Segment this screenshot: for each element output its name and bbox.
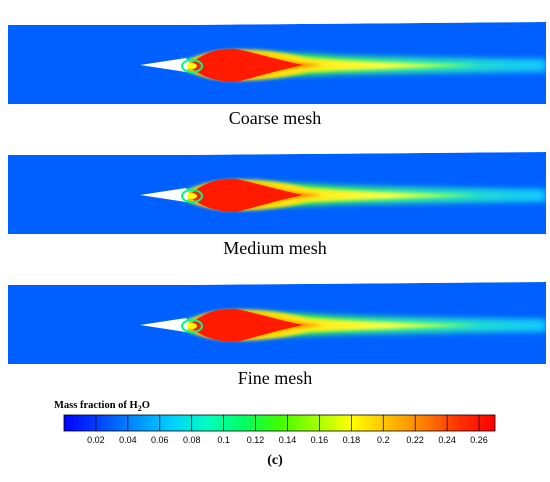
colorbar-title-prefix: Mass fraction of H xyxy=(54,400,138,411)
contour-plot-coarse xyxy=(8,22,546,104)
figure-label: (c) xyxy=(267,453,283,468)
contour-panel-fine xyxy=(8,282,546,364)
injector-wedge xyxy=(140,188,190,202)
colorbar-tick-label: 0.18 xyxy=(343,435,361,445)
colorbar-title-subscript: 2 xyxy=(137,404,142,414)
colorbar-title: Mass fraction of H2O xyxy=(54,400,150,413)
injector-flame-center xyxy=(187,63,197,69)
colorbar-tick-label: 0.12 xyxy=(247,435,265,445)
jet-red-core xyxy=(190,178,303,212)
colorbar-tick-label: 0.1 xyxy=(217,435,230,445)
colorbar-title-suffix: O xyxy=(141,400,150,411)
injector-flame-ring xyxy=(181,319,203,333)
contour-plot-fine xyxy=(8,282,546,364)
colorbar: 0.02 0.04 0.06 0.08 0.1 0.12 0.14 0.16 0.18 0.2 0.… xyxy=(44,413,496,445)
colorbar-tick-label: 0.26 xyxy=(470,435,488,445)
contour-panel-medium xyxy=(8,152,546,234)
injector-flame-ring xyxy=(181,59,203,73)
colorbar-tick-label: 0.22 xyxy=(406,435,424,445)
injector-flame-center xyxy=(187,193,197,199)
injector-wedge xyxy=(140,318,190,332)
colorbar-tick-label: 0.02 xyxy=(87,435,105,445)
injector-flame-ring xyxy=(181,189,203,203)
colorbar-tick-label: 0.04 xyxy=(119,435,137,445)
colorbar-tick-label: 0.16 xyxy=(311,435,329,445)
colorbar-tick-label: 0.08 xyxy=(183,435,201,445)
colorbar-tick-label: 0.24 xyxy=(438,435,456,445)
contour-plot-medium xyxy=(8,152,546,234)
jet-red-core xyxy=(190,48,303,82)
colorbar-tick-label: 0.14 xyxy=(279,435,297,445)
contour-panel-coarse xyxy=(8,22,546,104)
caption-medium-mesh: Medium mesh xyxy=(223,238,327,258)
jet-red-core xyxy=(190,308,303,342)
injector-wedge xyxy=(140,58,190,72)
caption-coarse-mesh: Coarse mesh xyxy=(228,108,322,128)
colorbar-tick-label: 0.2 xyxy=(377,435,390,445)
colorbar-gradient xyxy=(63,414,496,432)
colorbar-svg: 0.02 0.04 0.06 0.08 0.1 0.12 0.14 0.16 0.18 0.2 0.… xyxy=(63,414,496,445)
caption-fine-mesh: Fine mesh xyxy=(237,368,313,388)
colorbar-tick-label: 0.06 xyxy=(151,435,169,445)
injector-flame-center xyxy=(187,323,197,329)
